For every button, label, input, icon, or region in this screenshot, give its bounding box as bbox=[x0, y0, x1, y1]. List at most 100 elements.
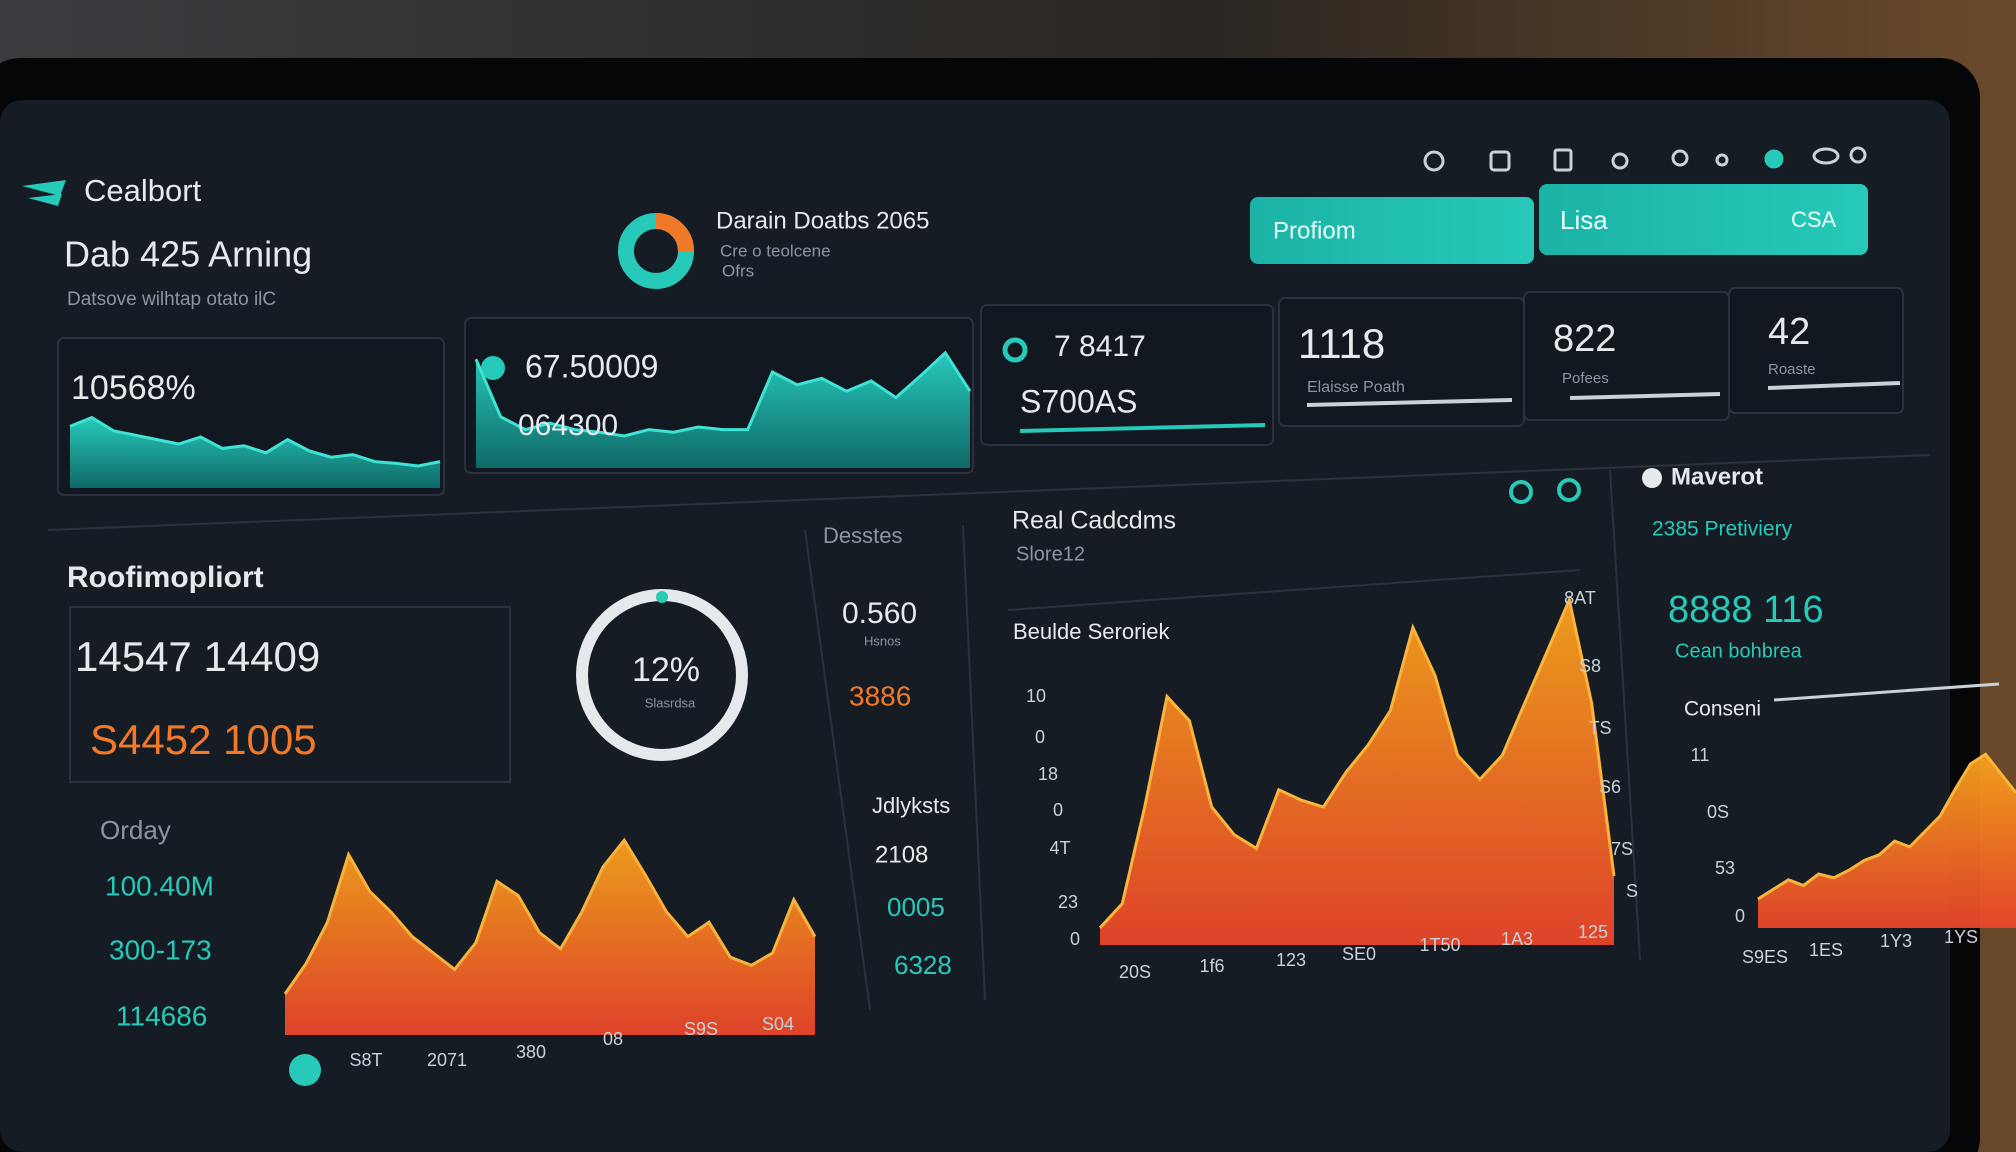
panel-line bbox=[1773, 682, 2000, 702]
label: 0005 bbox=[887, 892, 945, 922]
label: S8 bbox=[1579, 656, 1601, 676]
button[interactable] bbox=[1250, 197, 1534, 264]
label: SE0 bbox=[1342, 944, 1376, 964]
label: Orday bbox=[100, 815, 171, 845]
area-fill bbox=[476, 352, 970, 468]
label: 8AT bbox=[1564, 588, 1596, 608]
label: 0 bbox=[1053, 800, 1063, 820]
label: Cealbort bbox=[84, 173, 202, 208]
donut-icon-segment bbox=[655, 213, 694, 252]
progress-ring-dot bbox=[656, 591, 668, 603]
label: 1f6 bbox=[1199, 956, 1224, 976]
kpi-underlines bbox=[1019, 381, 1901, 433]
label: 42 bbox=[1768, 311, 1810, 353]
label: 18 bbox=[1038, 764, 1058, 784]
area-line bbox=[1098, 595, 1616, 929]
label: 1T50 bbox=[1419, 935, 1460, 955]
label: Desstes bbox=[823, 523, 902, 548]
label: Lisa bbox=[1560, 205, 1608, 235]
panel-box bbox=[69, 606, 511, 783]
label: S4452 1005 bbox=[90, 716, 317, 763]
label: S9ES bbox=[1742, 947, 1788, 967]
label: Roofimopliort bbox=[67, 561, 264, 594]
label: 114686 bbox=[116, 1000, 207, 1031]
label: 1Y3 bbox=[1880, 931, 1912, 951]
label: 12% bbox=[632, 651, 700, 689]
label: Cean bohbrea bbox=[1675, 640, 1803, 662]
label: 23 bbox=[1058, 892, 1078, 912]
label: 10 bbox=[1026, 686, 1046, 706]
label: 8888 116 bbox=[1668, 589, 1824, 631]
label: Slore12 bbox=[1016, 543, 1085, 565]
chart-icon bbox=[289, 1054, 321, 1086]
label: 7 8417 bbox=[1054, 330, 1146, 363]
label: 2071 bbox=[427, 1050, 467, 1070]
label: 0 bbox=[1070, 929, 1080, 949]
label: 380 bbox=[516, 1042, 546, 1062]
area-line bbox=[474, 350, 972, 438]
label: 1A3 bbox=[1501, 929, 1533, 949]
label: 100.40M bbox=[105, 870, 214, 901]
label: Slasrdsa bbox=[645, 695, 696, 710]
label: 2108 bbox=[875, 841, 928, 868]
label: TS bbox=[1588, 718, 1611, 738]
divider bbox=[47, 454, 1931, 531]
area-fill bbox=[70, 417, 440, 488]
label: 300-173 bbox=[109, 934, 212, 965]
label: 125 bbox=[1578, 922, 1608, 942]
label: Roaste bbox=[1768, 361, 1816, 378]
label: Real Cadcdms bbox=[1012, 507, 1176, 535]
label: 53 bbox=[1715, 858, 1735, 878]
label: Ofrs bbox=[722, 261, 754, 280]
label: 064300 bbox=[518, 409, 618, 442]
panel-separators bbox=[804, 469, 1641, 1011]
label: S700AS bbox=[1020, 383, 1137, 419]
label: Maverot bbox=[1671, 463, 1763, 490]
label: 11 bbox=[1691, 745, 1710, 765]
area-fill bbox=[285, 840, 815, 1035]
label: 08 bbox=[603, 1029, 623, 1049]
label: 3886 bbox=[849, 680, 911, 711]
kpi-icon bbox=[1002, 337, 1028, 363]
label: Dab 425 Arning bbox=[64, 234, 312, 275]
panel-icon bbox=[1642, 468, 1662, 488]
label: 6328 bbox=[894, 950, 952, 980]
label: S bbox=[1626, 881, 1638, 901]
label: 1ES bbox=[1809, 940, 1843, 960]
label: 2385 Pretiviery bbox=[1652, 518, 1793, 541]
button[interactable] bbox=[1539, 184, 1868, 255]
label: 123 bbox=[1276, 950, 1306, 970]
area-line bbox=[1757, 752, 2016, 901]
label: 0S bbox=[1707, 802, 1729, 822]
label: 67.50009 bbox=[525, 348, 658, 384]
label: S04 bbox=[762, 1014, 794, 1034]
label: 20S bbox=[1119, 962, 1151, 982]
label: Beulde Seroriek bbox=[1013, 619, 1171, 644]
label: CSA bbox=[1791, 207, 1837, 232]
label: 4T bbox=[1049, 838, 1070, 858]
label: 14547 14409 bbox=[75, 633, 320, 680]
area-line bbox=[283, 837, 817, 995]
toolbar-icons bbox=[1423, 146, 1867, 172]
label: Profiom bbox=[1273, 217, 1356, 244]
chart-icons bbox=[1509, 478, 1581, 504]
area-fill bbox=[1100, 600, 1614, 945]
logo-icon bbox=[22, 180, 66, 206]
label: Datsove wilhtap otato ilC bbox=[67, 289, 276, 310]
label: Hsnos bbox=[864, 633, 901, 648]
label: 0 bbox=[1735, 906, 1745, 926]
label: S8T bbox=[349, 1050, 382, 1070]
label: Pofees bbox=[1562, 370, 1609, 387]
kpi-icon bbox=[481, 356, 505, 380]
area-line bbox=[69, 415, 441, 468]
label: Jdlyksts bbox=[872, 793, 950, 818]
label: S6 bbox=[1599, 777, 1621, 797]
label: 0.560 bbox=[842, 597, 917, 630]
label: 7S bbox=[1611, 839, 1633, 859]
label: 0 bbox=[1035, 727, 1045, 747]
label: 1118 bbox=[1298, 320, 1385, 367]
label: Conseni bbox=[1684, 698, 1761, 721]
label: Cre o teolcene bbox=[720, 241, 831, 260]
